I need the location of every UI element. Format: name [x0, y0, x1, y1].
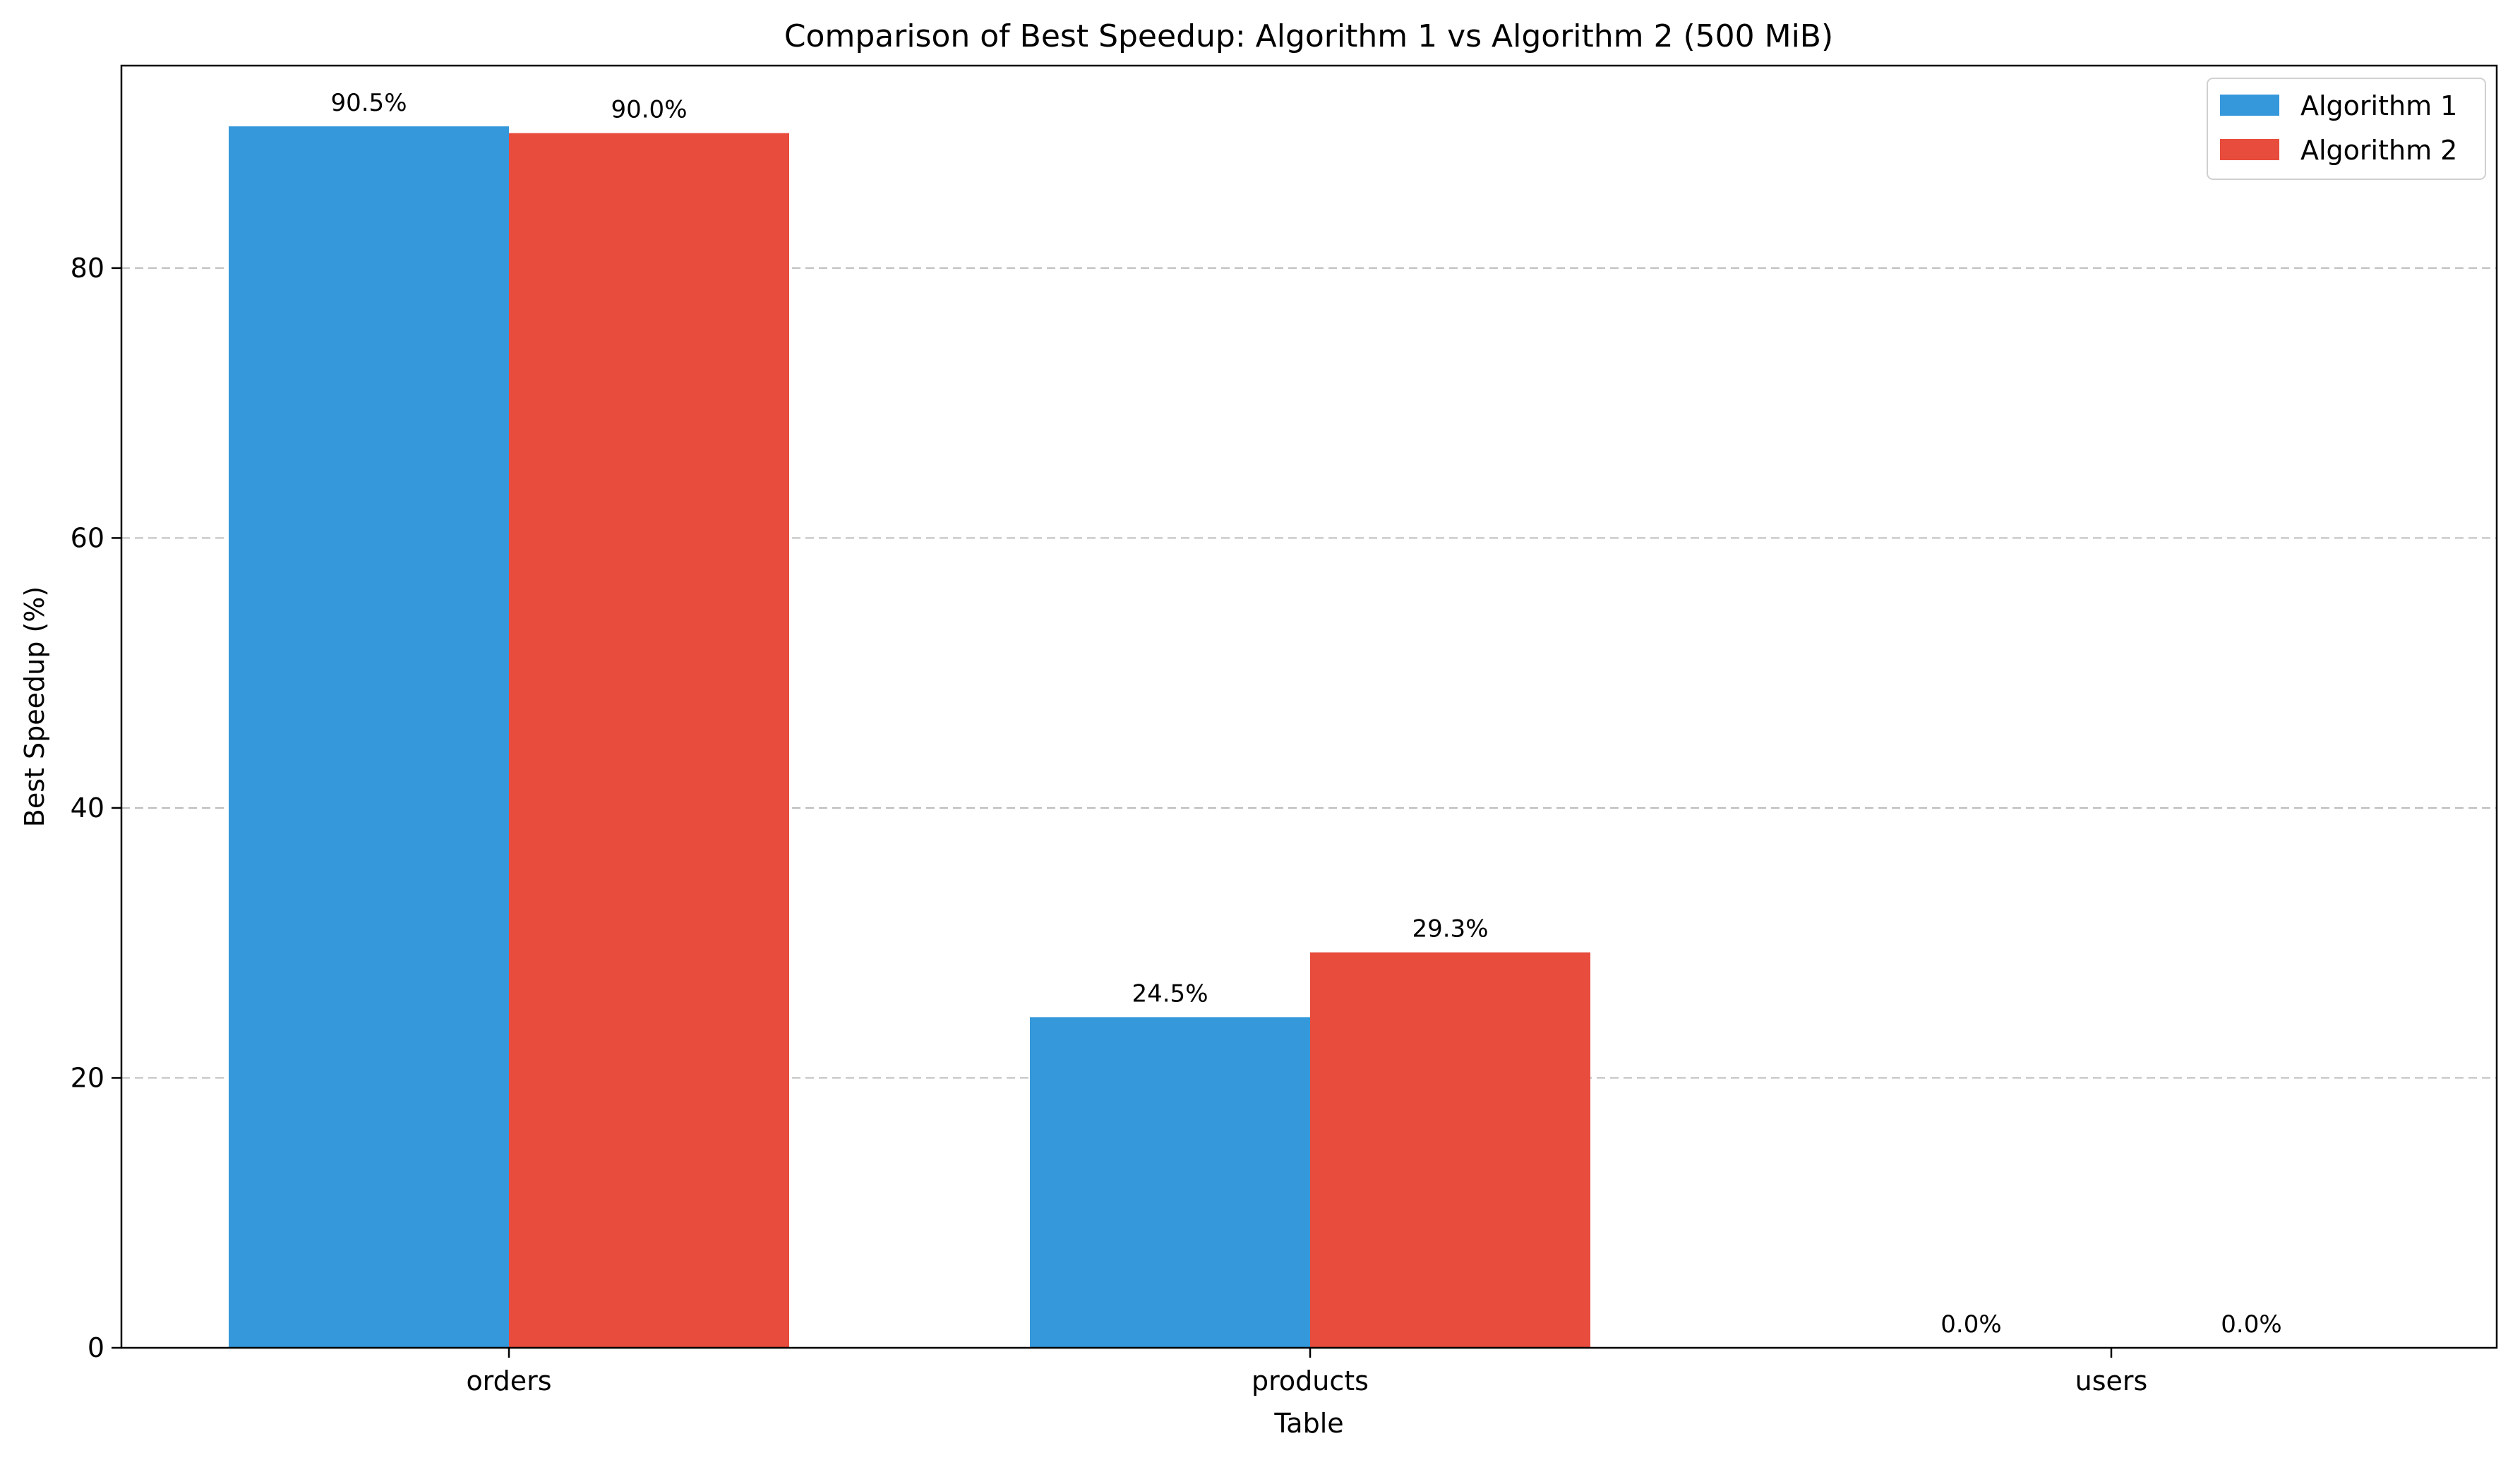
y-tick-label: 20: [71, 1062, 104, 1093]
x-tick-label: orders: [466, 1365, 551, 1396]
bar-value-label: 90.5%: [330, 89, 407, 117]
x-tick-label: products: [1252, 1365, 1369, 1396]
bar: [1030, 1017, 1310, 1348]
bars: [229, 126, 1590, 1349]
chart-title: Comparison of Best Speedup: Algorithm 1 …: [784, 18, 1833, 54]
bar: [1310, 952, 1590, 1348]
legend: Algorithm 1 Algorithm 2: [2207, 78, 2486, 180]
y-tick-label: 0: [88, 1332, 104, 1363]
bar-value-label: 0.0%: [1940, 1310, 2001, 1339]
axis-ticks: 0 20 40 60 80 orders products users: [71, 253, 2148, 1396]
y-tick-label: 80: [71, 253, 104, 284]
bar-value-label: 0.0%: [2221, 1310, 2281, 1339]
data-labels: 90.5% 90.0% 24.5% 29.3% 0.0% 0.0%: [330, 89, 2281, 1339]
legend-entry-label: Algorithm 1: [2300, 90, 2457, 121]
y-tick-label: 40: [71, 792, 104, 823]
bar: [509, 133, 789, 1348]
y-axis-label: Best Speedup (%): [19, 586, 50, 827]
plot-area-frame: [120, 64, 2498, 1349]
bar-value-label: 24.5%: [1132, 979, 1208, 1008]
legend-entry-label: Algorithm 2: [2300, 135, 2457, 166]
legend-swatch: [2220, 95, 2279, 116]
x-axis-label: Table: [1273, 1408, 1343, 1439]
bar: [229, 126, 509, 1349]
legend-swatch: [2220, 139, 2279, 160]
bar-value-label: 90.0%: [611, 96, 687, 124]
x-tick-label: users: [2075, 1365, 2148, 1396]
bar-value-label: 29.3%: [1412, 915, 1488, 943]
y-tick-label: 60: [71, 522, 104, 553]
